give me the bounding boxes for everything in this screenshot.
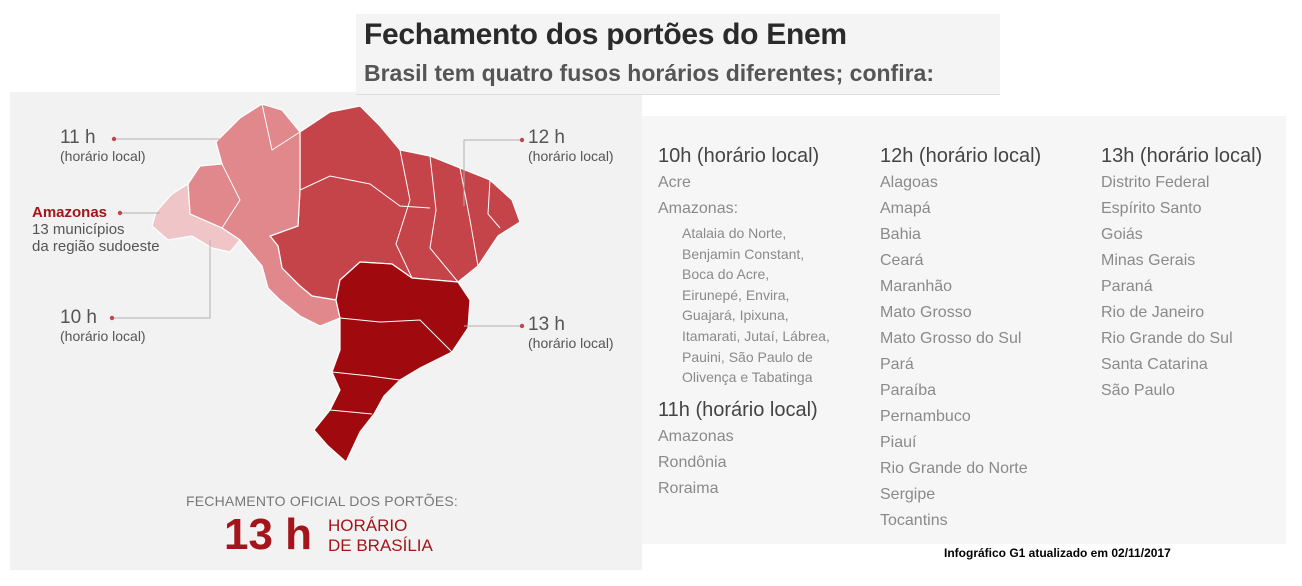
list-heading-13h: 13h (horário local) <box>1101 145 1263 167</box>
list-item: Amazonas <box>658 427 734 445</box>
list-column-12h: 12h (horário local) Alagoas Amapá Bahia … <box>880 142 1041 534</box>
list-item: Rio Grande do Sul <box>1101 330 1233 347</box>
list-item: Paraná <box>1101 278 1153 295</box>
amazonas-note: Amazonas 13 municípios da região sudoest… <box>32 204 160 255</box>
leader-dots <box>109 136 525 329</box>
list-heading-10h: 10h (horário local) <box>658 145 820 167</box>
label-13h-time: 13 h <box>528 314 565 335</box>
page-subtitle: Brasil tem quatro fusos horários diferen… <box>364 60 935 86</box>
list-panel <box>642 116 1286 544</box>
label-13h: 13 h (horário local) <box>528 314 614 352</box>
leader-lines <box>112 138 522 327</box>
list-item: Ceará <box>880 252 924 269</box>
list-item: Mato Grosso <box>880 304 972 321</box>
zone-10h-region <box>151 182 241 253</box>
list-item: Sergipe <box>880 486 936 503</box>
list-column-13h: 13h (horário local) Distrito Federal Esp… <box>1101 142 1262 404</box>
header: Fechamento dos portões do Enem Brasil te… <box>356 14 1000 95</box>
amazonas-note-line2: da região sudoeste <box>32 238 160 255</box>
list-item: Tocantins <box>880 512 948 529</box>
amazonas-municipalities: Atalaia do Norte, Benjamin Constant, Boc… <box>682 225 830 386</box>
list-item: Rio de Janeiro <box>1101 304 1205 321</box>
list-item: Pará <box>880 356 914 373</box>
list-item: Mato Grosso do Sul <box>880 330 1022 347</box>
amazonas-note-title: Amazonas <box>32 204 108 221</box>
closing-desc-line2: DE BRASÍLIA <box>328 536 433 555</box>
list-item: Distrito Federal <box>1101 174 1210 191</box>
label-13h-note: (horário local) <box>528 335 614 351</box>
list-item: Rio Grande do Norte <box>880 460 1028 477</box>
list-item: Roraima <box>658 479 719 497</box>
brazil-timezone-map <box>109 103 525 463</box>
label-12h-note: (horário local) <box>528 148 614 164</box>
label-11h-time: 11 h <box>60 127 96 148</box>
list-item: Santa Catarina <box>1101 356 1208 373</box>
list-item: Acre <box>658 174 691 191</box>
label-12h: 12 h (horário local) <box>528 127 614 165</box>
list-item: São Paulo <box>1101 382 1175 399</box>
list-item: Rondônia <box>658 453 727 471</box>
label-10h: 10 h (horário local) <box>60 307 146 345</box>
closing-label: FECHAMENTO OFICIAL DOS PORTÕES: <box>186 493 458 509</box>
page-title: Fechamento dos portões do Enem <box>364 18 847 51</box>
list-item: Amazonas: <box>658 200 739 217</box>
label-12h-time: 12 h <box>528 127 565 148</box>
amazonas-note-line1: 13 municípios <box>32 221 125 238</box>
label-11h: 11 h (horário local) <box>60 127 146 165</box>
list-item: Amapá <box>880 200 931 217</box>
list-item: Paraíba <box>880 382 937 399</box>
list-column-10h: 10h (horário local) Acre Amazonas: Atala… <box>658 142 832 502</box>
list-item: Goiás <box>1101 226 1143 243</box>
closing-desc-line1: HORÁRIO <box>328 516 408 535</box>
list-item: Maranhão <box>880 278 953 295</box>
list-item: Alagoas <box>880 174 938 191</box>
credit-line: Infográfico G1 atualizado em 02/11/2017 <box>944 546 1171 560</box>
closing-time: 13 h <box>224 510 313 559</box>
list-item: Piauí <box>880 434 917 451</box>
state-borders <box>221 103 501 415</box>
label-11h-note: (horário local) <box>60 148 146 164</box>
list-item: Pernambuco <box>880 408 971 425</box>
list-heading-12h: 12h (horário local) <box>880 145 1042 167</box>
label-10h-time: 10 h <box>60 307 97 328</box>
list-item: Espírito Santo <box>1101 200 1202 217</box>
closing-desc: HORÁRIO DE BRASÍLIA <box>328 516 433 556</box>
list-heading-11h: 11h (horário local) <box>658 398 818 421</box>
list-item: Minas Gerais <box>1101 252 1196 269</box>
zone-13h-region <box>313 261 471 463</box>
list-item: Bahia <box>880 226 921 243</box>
label-10h-note: (horário local) <box>60 328 146 344</box>
